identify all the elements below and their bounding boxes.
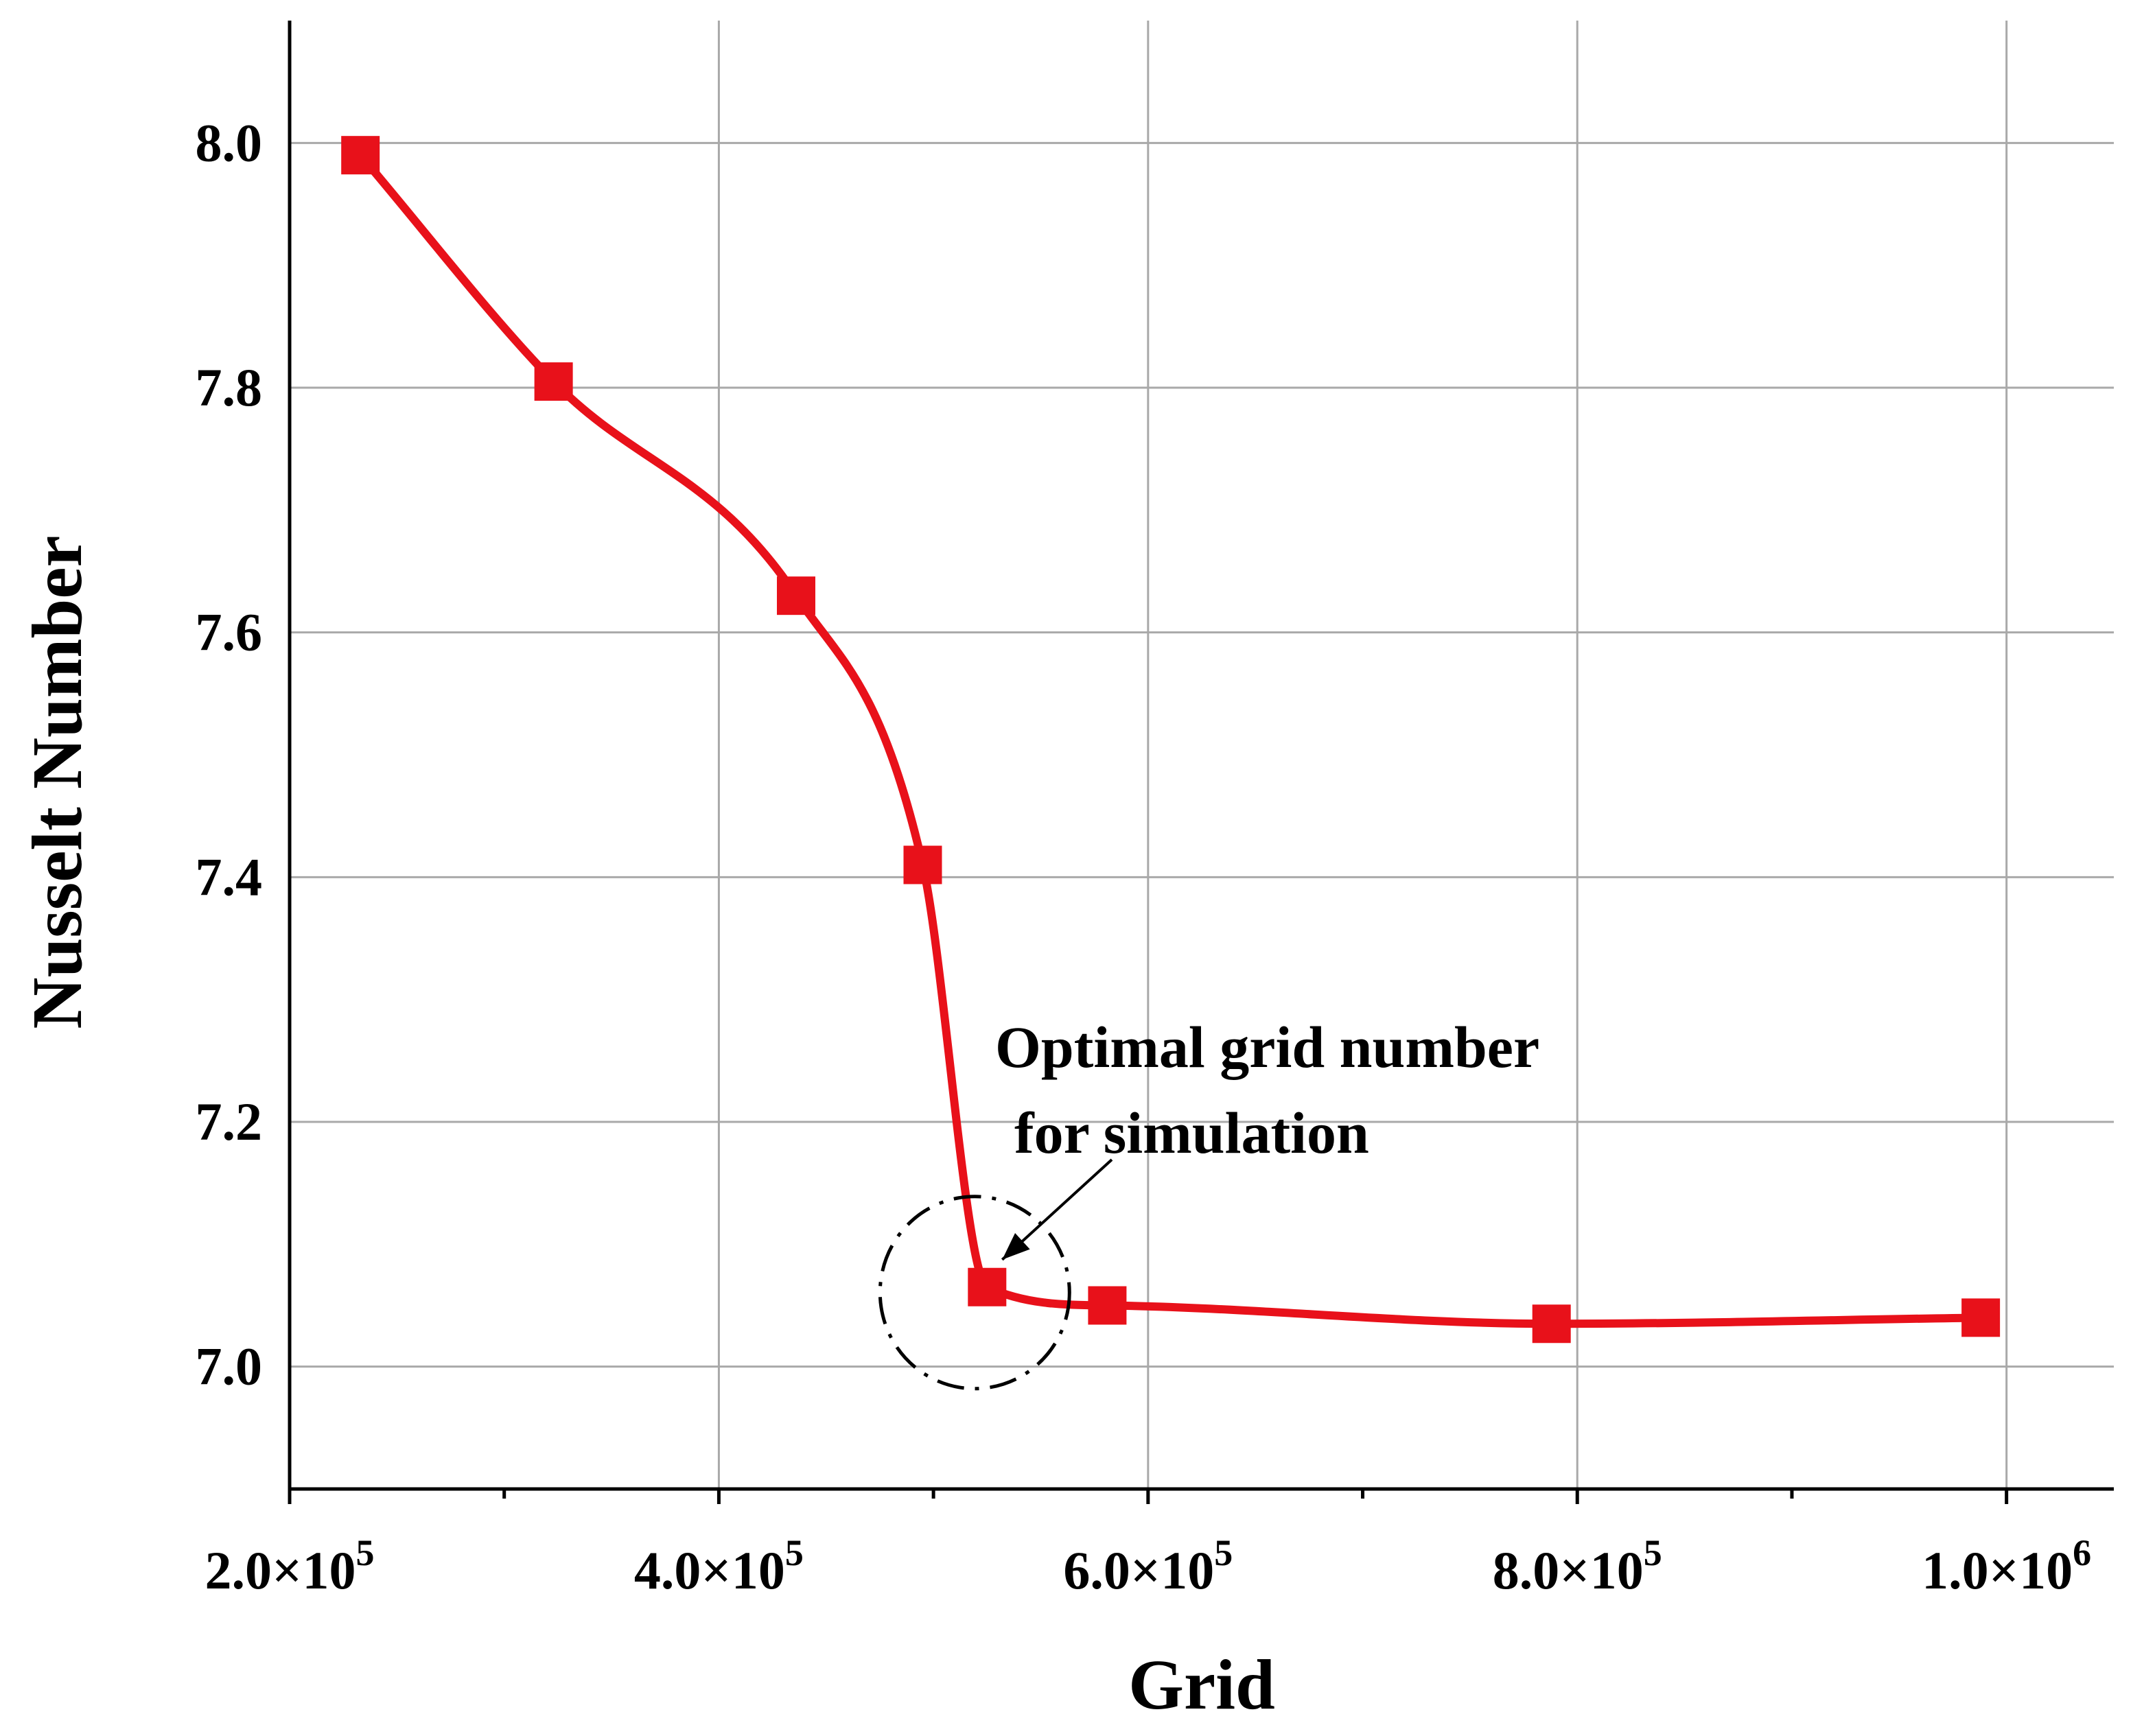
data-point-marker	[1961, 1298, 2001, 1337]
y-tick-label: 7.0	[196, 1337, 263, 1396]
data-point-marker	[1088, 1286, 1127, 1325]
data-point-marker	[1532, 1304, 1571, 1344]
y-tick-label: 7.6	[196, 602, 263, 662]
x-tick-label: 8.0×105	[1493, 1532, 1662, 1600]
data-point-marker	[534, 362, 573, 401]
grid-lines	[288, 21, 2114, 1489]
y-tick-label: 7.8	[196, 357, 263, 417]
axes	[288, 21, 2114, 1504]
data-point-marker	[968, 1267, 1007, 1306]
data-point-marker	[903, 845, 942, 884]
x-tick-label: 4.0×105	[634, 1532, 804, 1600]
annotation-text-line1: Optimal grid number	[995, 1014, 1539, 1080]
x-tick-label: 1.0×106	[1922, 1532, 2091, 1600]
y-tick-label: 8.0	[196, 113, 263, 172]
y-tick-label: 7.2	[196, 1092, 263, 1151]
tick-labels: 2.0×105 4.0×105 6.0×105 8.0×105 1.0×106 7.0 7.…	[196, 113, 2092, 1600]
annotation-arrowhead	[1002, 1232, 1030, 1260]
y-axis-title: Nusselt Number	[18, 535, 97, 1029]
series-layer	[341, 136, 2001, 1344]
optimal-grid-highlight-circle	[878, 1195, 1071, 1391]
data-point-marker	[341, 136, 380, 175]
y-tick-label: 7.4	[196, 847, 263, 906]
x-tick-label: 2.0×105	[205, 1532, 375, 1600]
x-tick-label: 6.0×105	[1063, 1532, 1233, 1600]
annotation-text-line2: for simulation	[1014, 1100, 1369, 1166]
annotation-layer: Optimal grid number for simulation	[878, 1014, 1539, 1391]
x-axis-title: Grid	[1128, 1645, 1275, 1724]
data-point-marker	[776, 576, 815, 615]
